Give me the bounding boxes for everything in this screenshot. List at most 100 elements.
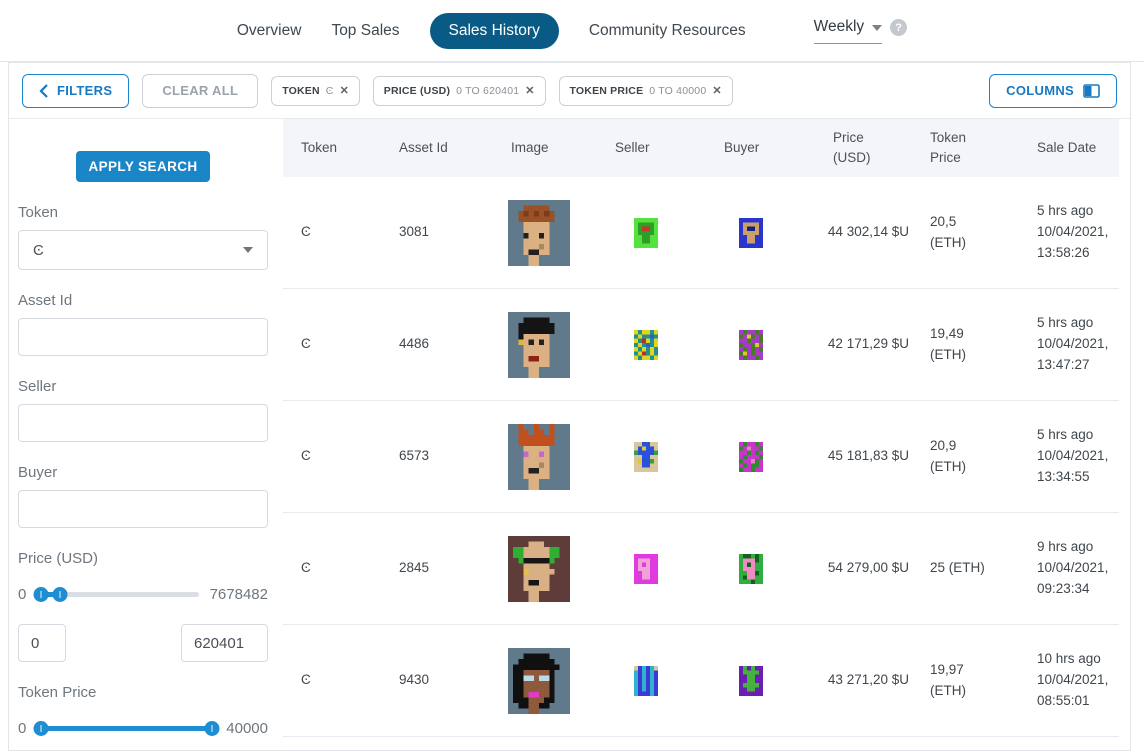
price-usd-to-input[interactable] (181, 624, 268, 662)
filter-toolbar: FILTERS CLEAR ALL TOKEN Ͼ ✕ PRICE (USD) … (9, 63, 1130, 119)
columns-icon (1083, 83, 1100, 98)
punk-image[interactable] (508, 647, 570, 714)
tab-sales-history-active[interactable]: Sales History (429, 12, 559, 49)
cell-seller (593, 553, 698, 584)
tab-top-sales[interactable]: Top Sales (331, 21, 400, 39)
cell-buyer (698, 553, 803, 584)
top-header: Overview Top Sales Sales History Communi… (0, 0, 1144, 62)
cell-price-usd: 54 279,00 $U (827, 560, 909, 576)
cell-sale-date: 5 hrs ago 10/04/2021, 13:47:27 (1037, 315, 1109, 372)
cell-token: Ͼ (301, 448, 311, 464)
token-select-value: Ͼ (33, 241, 44, 259)
cell-token: Ͼ (301, 336, 311, 352)
col-header-buyer: Buyer (724, 140, 760, 156)
price-usd-fill (37, 592, 60, 597)
tab-overview[interactable]: Overview (236, 21, 302, 39)
token-select[interactable]: Ͼ (18, 230, 268, 270)
filter-chip-price-usd: PRICE (USD) 0 TO 620401 ✕ (372, 75, 546, 106)
chip-label: TOKEN (282, 84, 320, 97)
col-header-sale-date: Sale Date (1037, 140, 1097, 156)
cell-price-usd: 44 302,14 $U (827, 224, 909, 240)
seller-avatar[interactable] (633, 441, 658, 472)
period-group: Weekly ? (813, 18, 908, 44)
chevron-down-icon (243, 247, 253, 253)
asset-id-label: Asset Id (18, 292, 73, 309)
cell-token: Ͼ (301, 672, 311, 688)
cell-image (485, 311, 593, 378)
cell-token-price: 20,9 (ETH) (930, 437, 966, 474)
col-header-token-price: Token Price (930, 130, 967, 165)
filter-chip-token-price: TOKEN PRICE 0 TO 40000 ✕ (558, 75, 733, 106)
token-price-handle-high[interactable] (204, 721, 220, 736)
filters-button[interactable]: FILTERS (22, 73, 130, 108)
price-usd-track[interactable] (33, 587, 199, 602)
asset-id-input[interactable] (18, 318, 268, 356)
main-area: APPLY SEARCH Token Ͼ Asset Id Seller Buy… (9, 119, 1130, 748)
punk-image[interactable] (508, 423, 570, 490)
cell-token: Ͼ (301, 560, 311, 576)
apply-search-button[interactable]: APPLY SEARCH (76, 151, 210, 182)
table-row: Ͼ 6573 45 181,83 $U 20,9 (ETH) 5 hrs ago… (283, 401, 1119, 513)
buyer-avatar[interactable] (738, 553, 763, 584)
seller-avatar[interactable] (633, 217, 658, 248)
seller-input[interactable] (18, 404, 268, 442)
filter-sidebar: APPLY SEARCH Token Ͼ Asset Id Seller Buy… (9, 119, 283, 748)
token-price-slider: 0 40000 (18, 720, 268, 737)
help-icon[interactable]: ? (890, 19, 908, 36)
price-usd-max: 7678482 (209, 586, 268, 603)
buyer-avatar[interactable] (738, 665, 763, 696)
tab-community-resources[interactable]: Community Resources (588, 21, 746, 39)
price-usd-range-inputs (18, 624, 268, 662)
buyer-avatar[interactable] (738, 217, 763, 248)
seller-avatar[interactable] (633, 665, 658, 696)
seller-avatar[interactable] (633, 553, 658, 584)
cell-price-usd: 42 171,29 $U (827, 336, 909, 352)
cell-token-price: 19,49 (ETH) (930, 325, 966, 362)
punk-image[interactable] (508, 535, 570, 602)
close-icon[interactable]: ✕ (712, 85, 722, 97)
seller-avatar[interactable] (633, 329, 658, 360)
close-icon[interactable]: ✕ (525, 85, 535, 97)
buyer-avatar[interactable] (738, 441, 763, 472)
cell-sale-date: 10 hrs ago 10/04/2021, 08:55:01 (1037, 651, 1109, 708)
main-nav: Overview Top Sales Sales History Communi… (236, 12, 908, 49)
cell-image (485, 423, 593, 490)
token-price-label: Token Price (18, 684, 97, 701)
cell-price-usd: 45 181,83 $U (827, 448, 909, 464)
buyer-avatar[interactable] (738, 329, 763, 360)
token-price-fill (37, 726, 216, 731)
cell-seller (593, 441, 698, 472)
cell-sale-date: 5 hrs ago 10/04/2021, 13:34:55 (1037, 427, 1109, 484)
punk-image[interactable] (508, 199, 570, 266)
col-header-seller: Seller (615, 140, 650, 156)
cell-token-price: 25 (ETH) (930, 560, 985, 576)
cell-asset-id: 6573 (399, 448, 430, 464)
cell-asset-id: 9430 (399, 672, 430, 688)
cell-token-price: 19,97 (ETH) (930, 661, 966, 698)
cell-seller (593, 217, 698, 248)
clear-all-button[interactable]: CLEAR ALL (142, 73, 259, 108)
price-usd-handle-low[interactable] (33, 587, 49, 602)
period-dropdown[interactable]: Weekly (813, 18, 883, 44)
token-price-track[interactable] (33, 721, 220, 736)
buyer-input[interactable] (18, 490, 268, 528)
token-price-handle-low[interactable] (33, 721, 49, 736)
content-panel: FILTERS CLEAR ALL TOKEN Ͼ ✕ PRICE (USD) … (8, 62, 1131, 751)
columns-label: COLUMNS (1006, 83, 1074, 98)
cell-image (485, 535, 593, 602)
cell-token-price: 20,5 (ETH) (930, 213, 966, 250)
col-header-asset-id: Asset Id (399, 140, 448, 156)
table-row: Ͼ 9430 43 271,20 $U 19,97 (ETH) 10 hrs a… (283, 625, 1119, 737)
seller-label: Seller (18, 378, 57, 395)
columns-button[interactable]: COLUMNS (989, 73, 1117, 108)
chevron-down-icon (872, 24, 883, 31)
cell-seller (593, 329, 698, 360)
filters-label: FILTERS (57, 83, 113, 98)
price-usd-from-input[interactable] (18, 624, 66, 662)
cell-image (485, 647, 593, 714)
cell-asset-id: 3081 (399, 224, 430, 240)
close-icon[interactable]: ✕ (339, 85, 349, 97)
price-usd-handle-high[interactable] (52, 587, 68, 602)
filter-chip-token: TOKEN Ͼ ✕ (271, 75, 360, 106)
punk-image[interactable] (508, 311, 570, 378)
